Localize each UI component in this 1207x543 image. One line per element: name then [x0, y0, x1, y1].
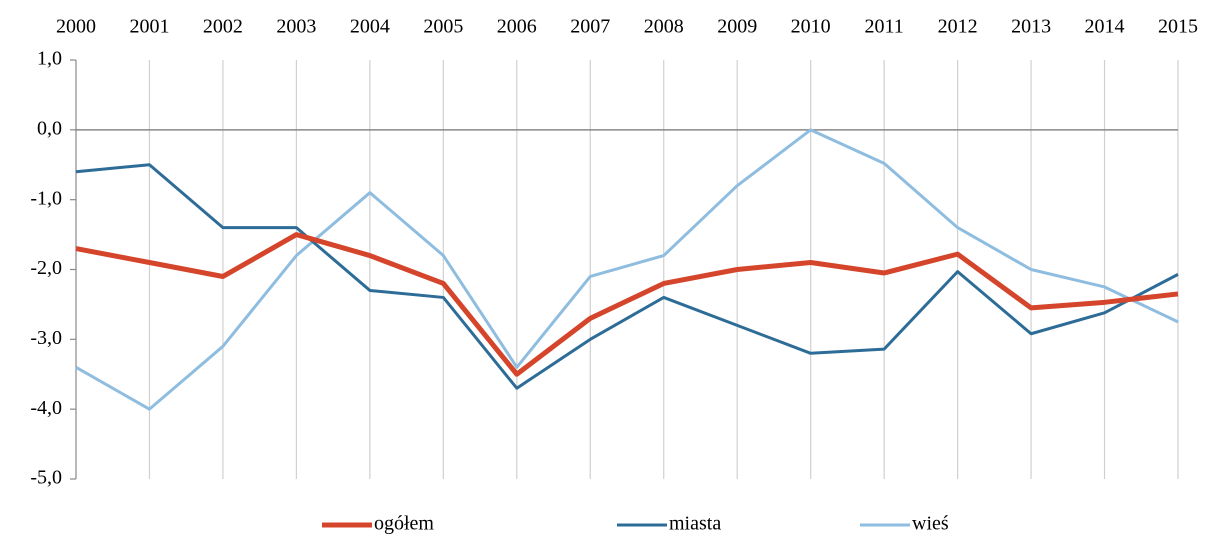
- x-tick-label: 2014: [1085, 16, 1125, 38]
- y-tick-label: 0,0: [37, 117, 62, 139]
- x-tick-label: 2003: [276, 16, 316, 38]
- y-tick-label: -3,0: [30, 327, 62, 349]
- series-line: [75, 128, 1179, 411]
- x-tick-label: 2013: [1011, 16, 1051, 38]
- x-tick-label: 2002: [203, 16, 243, 38]
- x-tick-label: 2010: [791, 16, 831, 38]
- x-tick-label: 2007: [570, 16, 610, 38]
- x-tick-label: 2000: [56, 16, 96, 38]
- x-tick-label: 2005: [423, 16, 463, 38]
- series-line: [75, 163, 1179, 390]
- y-tick-label: -5,0: [30, 467, 62, 489]
- legend-label: miasta: [669, 513, 721, 535]
- x-tick-label: 2001: [129, 16, 169, 38]
- y-tick-label: -4,0: [30, 397, 62, 419]
- series-line: [75, 232, 1179, 377]
- y-tick-label: -2,0: [30, 257, 62, 279]
- y-tick-label: -1,0: [30, 187, 62, 209]
- y-tick-label: 1,0: [37, 48, 62, 70]
- x-tick-label: 2011: [865, 16, 904, 38]
- x-tick-label: 2008: [644, 16, 684, 38]
- x-tick-label: 2004: [350, 16, 390, 38]
- x-tick-label: 2006: [497, 16, 537, 38]
- x-tick-label: 2015: [1158, 16, 1198, 38]
- legend-label: ogółem: [374, 513, 434, 535]
- legend-label: wieś: [912, 513, 949, 535]
- x-tick-label: 2012: [938, 16, 978, 38]
- x-tick-label: 2009: [717, 16, 757, 38]
